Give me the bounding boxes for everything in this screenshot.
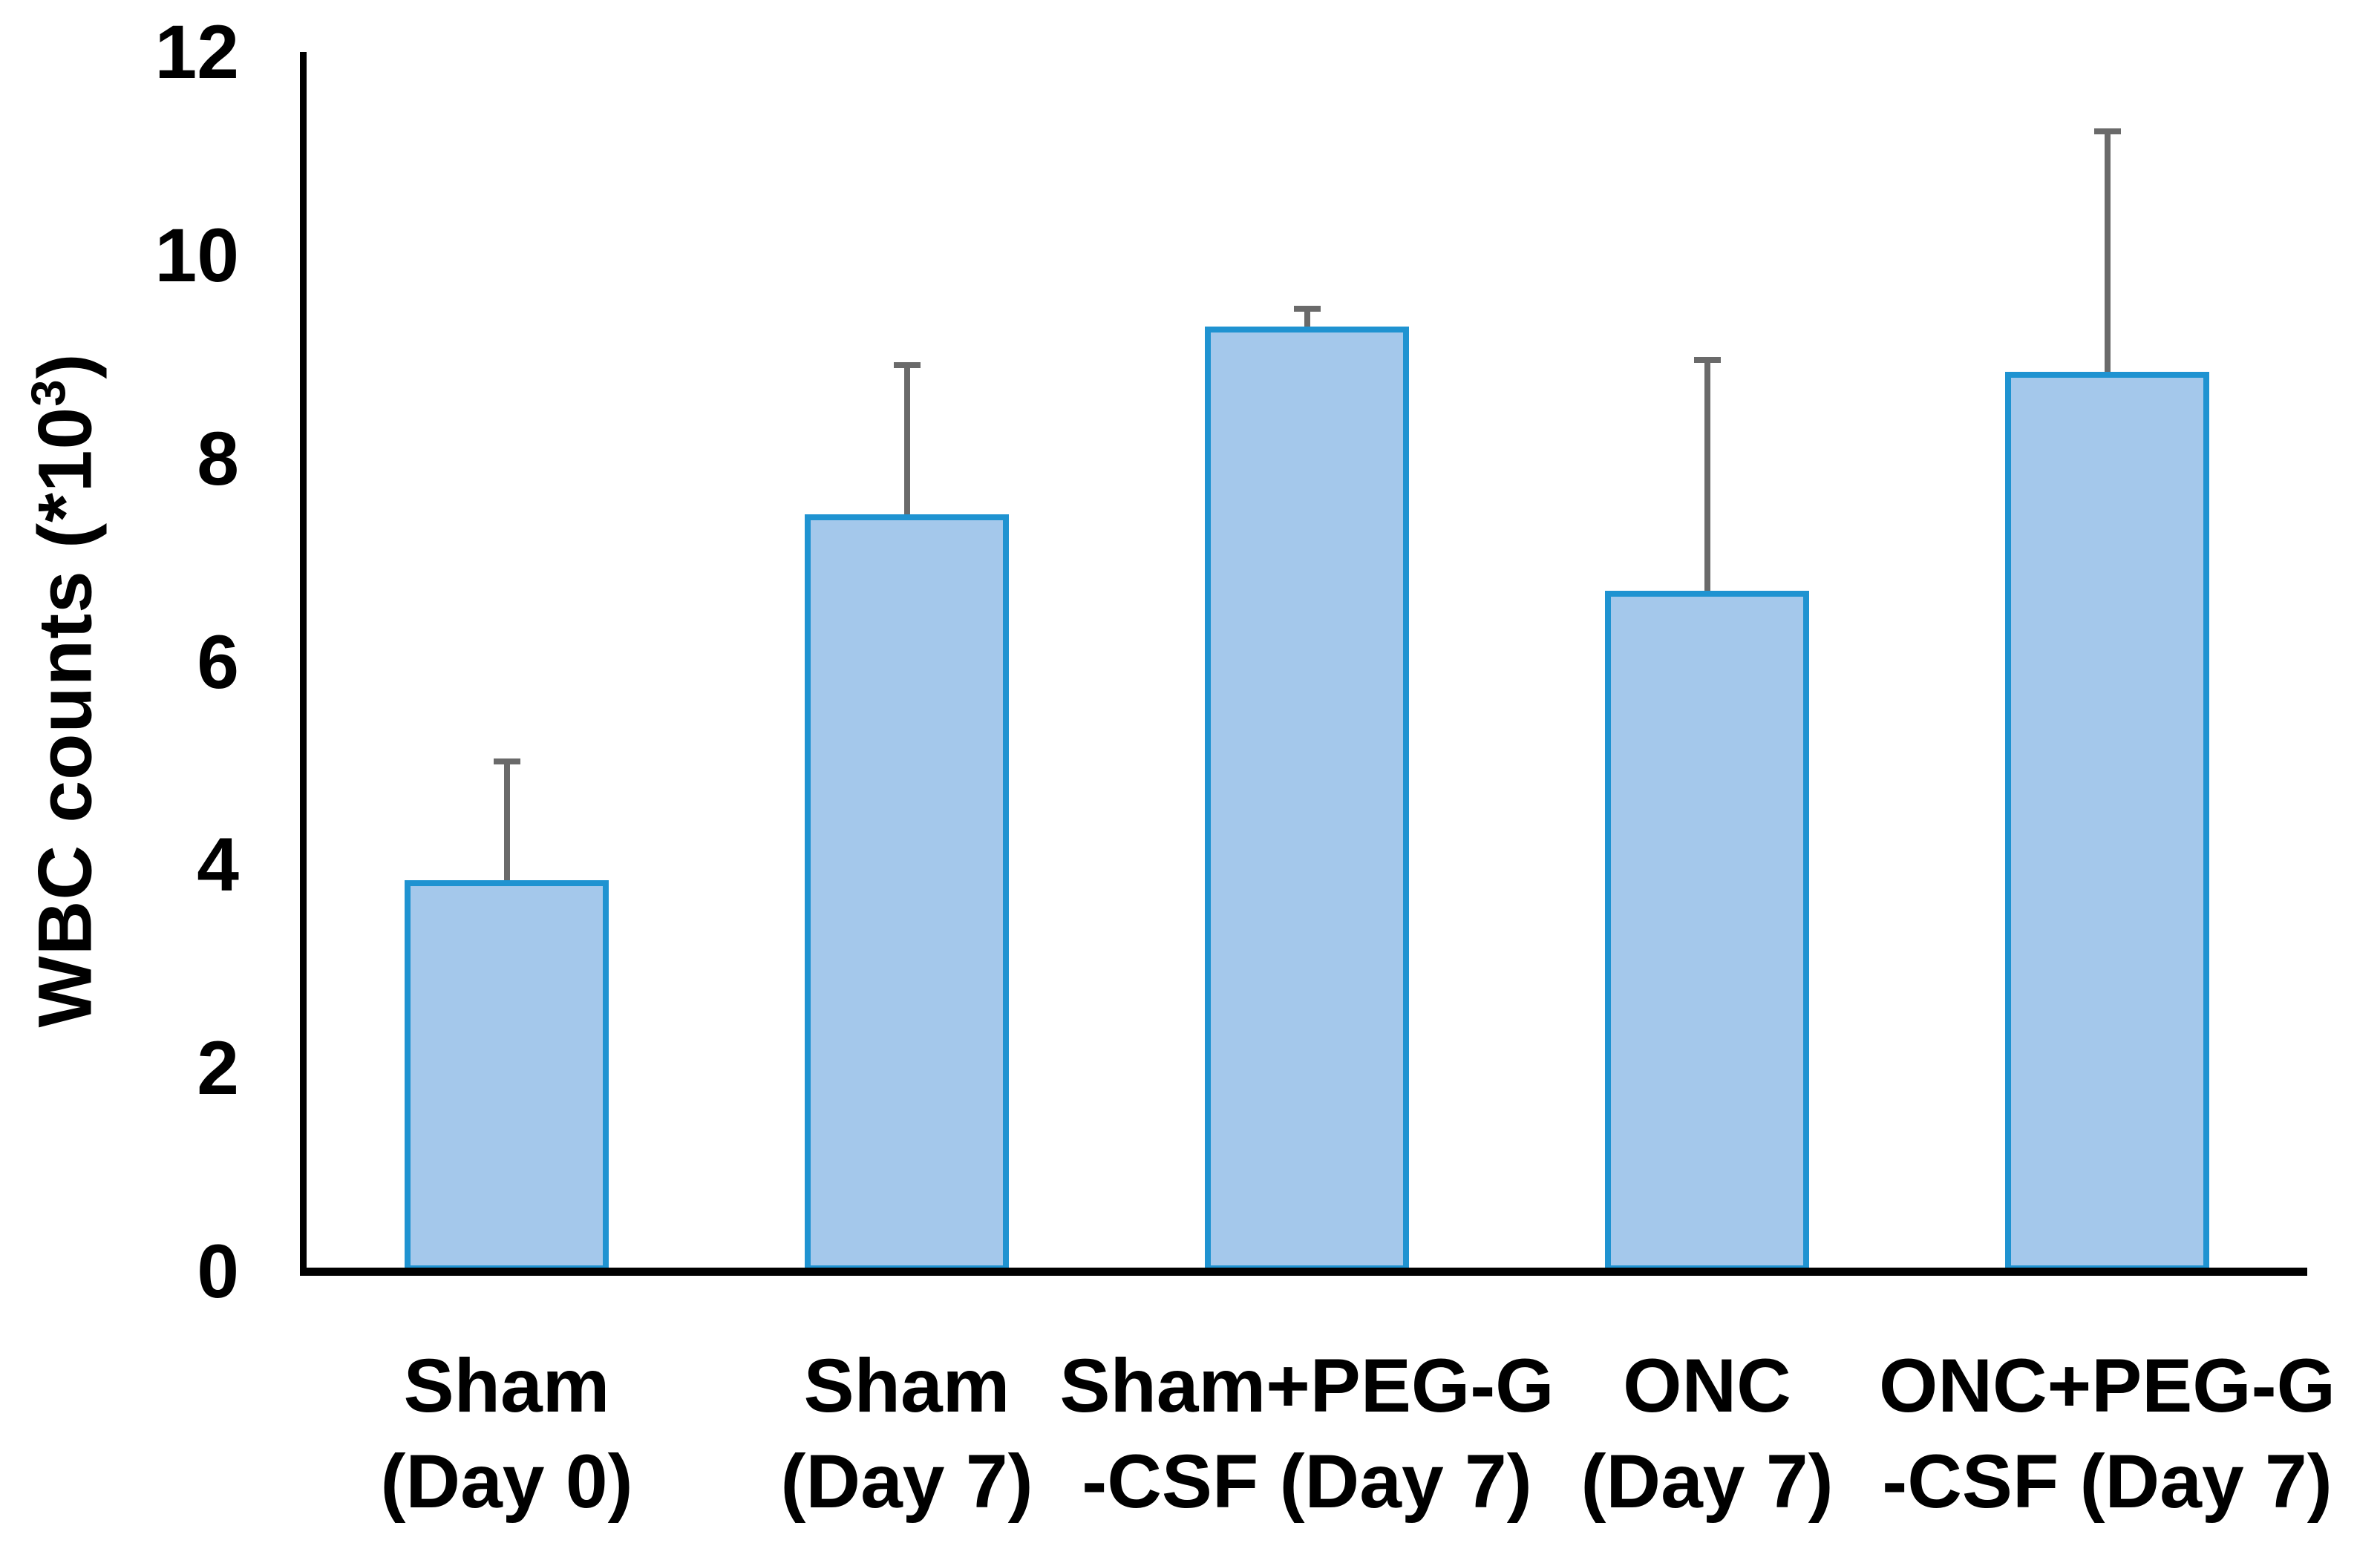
x-axis-line: [300, 1267, 2307, 1276]
y-tick-label: 2: [197, 1026, 239, 1111]
error-bar: [903, 361, 910, 514]
x-category-label-line: ONC: [1623, 1343, 1791, 1428]
y-axis-line: [300, 52, 307, 1276]
error-bar-cap: [493, 758, 520, 764]
bar: [405, 879, 609, 1271]
error-bar: [503, 758, 510, 880]
bar: [1205, 326, 1409, 1271]
y-tick-label: 10: [154, 212, 239, 298]
x-category-label-line: Sham: [403, 1343, 610, 1428]
error-bar: [1304, 306, 1310, 327]
x-category-label-line: Sham: [803, 1343, 1010, 1428]
error-bar-cap: [2093, 128, 2121, 134]
bar: [805, 514, 1009, 1271]
x-category-label-line: (Day 0): [380, 1439, 633, 1524]
x-category-label-line: (Day 7): [780, 1439, 1033, 1524]
bar: [1605, 590, 1809, 1271]
error-bar-cap: [893, 361, 921, 368]
bar: [2005, 372, 2209, 1271]
x-category-label-line: Sham+PEG-G: [1059, 1343, 1554, 1428]
error-bar: [2104, 128, 2111, 373]
error-bar: [1704, 356, 1710, 591]
error-bar-cap: [1293, 306, 1321, 312]
x-category-label: Sham+PEG-G -CSF (Day 7): [1025, 1338, 1589, 1530]
x-category-label-line: -CSF (Day 7): [1082, 1439, 1532, 1524]
y-tick-label: 8: [197, 416, 239, 501]
x-category-label-line: (Day 7): [1580, 1439, 1834, 1524]
y-tick-label: 4: [197, 822, 239, 908]
x-category-label-line: -CSF (Day 7): [1882, 1439, 2332, 1524]
y-tick-label: 12: [154, 10, 239, 94]
x-category-label: ONC+PEG-G -CSF (Day 7): [1825, 1338, 2380, 1530]
x-category-label: ONC (Day 7): [1425, 1338, 1990, 1530]
x-category-label: Sham (Day 7): [625, 1338, 1189, 1530]
y-tick-label: 0: [197, 1229, 239, 1314]
x-category-label-line: ONC+PEG-G: [1879, 1343, 2335, 1428]
x-category-label: Sham (Day 0): [225, 1338, 789, 1530]
error-bar-cap: [1693, 356, 1721, 363]
y-tick-label: 6: [197, 619, 239, 704]
